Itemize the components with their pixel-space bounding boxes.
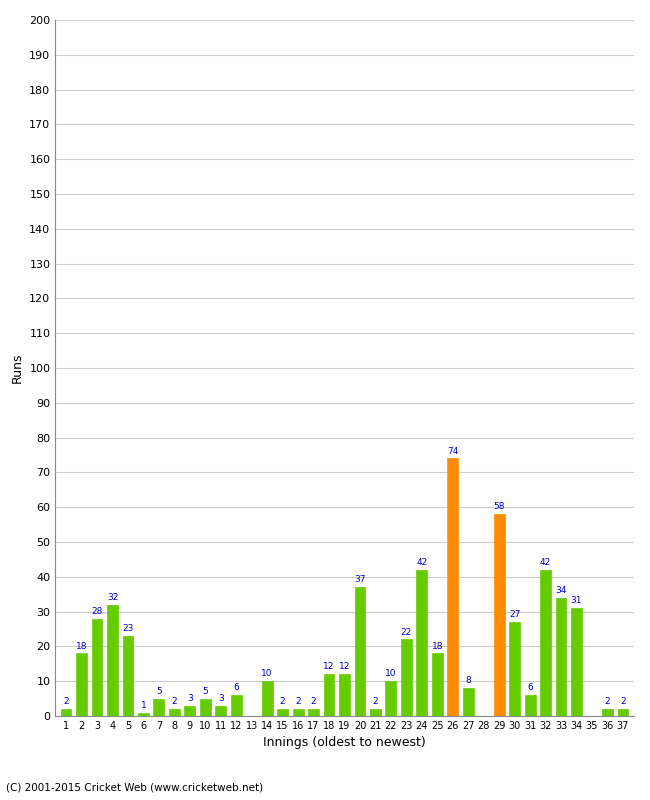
Bar <box>215 706 226 716</box>
Text: 22: 22 <box>401 628 412 637</box>
Text: 1: 1 <box>140 701 146 710</box>
Text: 2: 2 <box>172 698 177 706</box>
Bar <box>618 709 629 716</box>
Bar <box>308 709 319 716</box>
Text: 5: 5 <box>156 687 162 696</box>
Bar <box>354 587 365 716</box>
X-axis label: Innings (oldest to newest): Innings (oldest to newest) <box>263 737 426 750</box>
Bar <box>540 570 551 716</box>
Text: 32: 32 <box>107 593 118 602</box>
Text: 12: 12 <box>323 662 335 671</box>
Text: 42: 42 <box>540 558 551 567</box>
Text: (C) 2001-2015 Cricket Web (www.cricketweb.net): (C) 2001-2015 Cricket Web (www.cricketwe… <box>6 782 264 792</box>
Bar <box>153 698 164 716</box>
Bar <box>602 709 613 716</box>
Bar <box>231 695 242 716</box>
Bar <box>494 514 504 716</box>
Text: 2: 2 <box>620 698 626 706</box>
Text: 6: 6 <box>527 683 533 692</box>
Bar <box>509 622 520 716</box>
Text: 2: 2 <box>604 698 610 706</box>
Text: 31: 31 <box>571 596 582 606</box>
Text: 28: 28 <box>92 606 103 616</box>
Bar <box>76 654 87 716</box>
Bar <box>432 654 443 716</box>
Bar <box>200 698 211 716</box>
Bar <box>292 709 304 716</box>
Text: 34: 34 <box>555 586 567 595</box>
Text: 5: 5 <box>202 687 208 696</box>
Bar <box>525 695 536 716</box>
Bar <box>92 618 103 716</box>
Text: 2: 2 <box>295 698 301 706</box>
Text: 18: 18 <box>76 642 87 650</box>
Text: 2: 2 <box>280 698 285 706</box>
Bar <box>107 605 118 716</box>
Text: 2: 2 <box>372 698 378 706</box>
Bar <box>123 636 133 716</box>
Bar <box>324 674 335 716</box>
Text: 3: 3 <box>187 694 192 702</box>
Text: 74: 74 <box>447 446 458 456</box>
Text: 27: 27 <box>509 610 521 619</box>
Bar <box>556 598 566 716</box>
Bar <box>401 639 412 716</box>
Bar <box>385 682 396 716</box>
Bar <box>463 688 474 716</box>
Text: 23: 23 <box>122 624 134 633</box>
Bar <box>447 458 458 716</box>
Bar <box>571 608 582 716</box>
Bar <box>185 706 195 716</box>
Bar <box>262 682 272 716</box>
Text: 6: 6 <box>233 683 239 692</box>
Bar <box>339 674 350 716</box>
Text: 42: 42 <box>416 558 428 567</box>
Text: 8: 8 <box>465 676 471 686</box>
Bar <box>60 709 72 716</box>
Bar <box>138 713 149 716</box>
Text: 2: 2 <box>63 698 69 706</box>
Y-axis label: Runs: Runs <box>10 353 23 383</box>
Text: 10: 10 <box>385 670 396 678</box>
Text: 37: 37 <box>354 575 366 585</box>
Bar <box>417 570 427 716</box>
Text: 58: 58 <box>493 502 505 511</box>
Text: 12: 12 <box>339 662 350 671</box>
Bar <box>169 709 180 716</box>
Text: 10: 10 <box>261 670 273 678</box>
Text: 2: 2 <box>311 698 317 706</box>
Text: 3: 3 <box>218 694 224 702</box>
Bar <box>370 709 381 716</box>
Bar <box>277 709 288 716</box>
Text: 18: 18 <box>432 642 443 650</box>
